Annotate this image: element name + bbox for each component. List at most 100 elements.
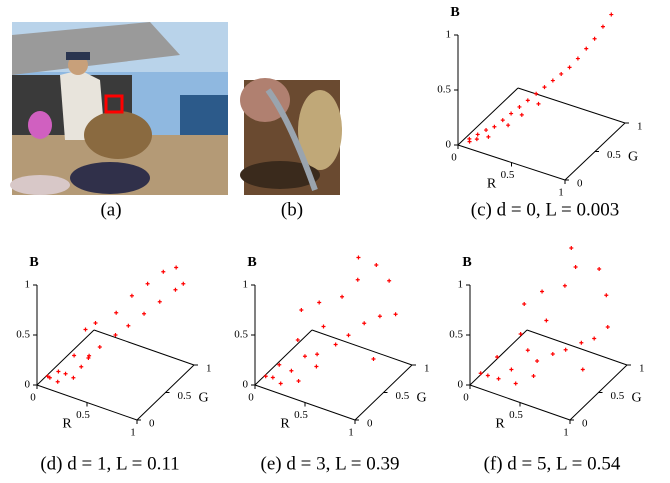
point	[333, 342, 338, 347]
point	[317, 300, 322, 305]
y-axis-label: G	[628, 150, 638, 165]
point	[605, 325, 610, 329]
point	[393, 312, 398, 317]
point	[531, 374, 536, 378]
z-tick-label: 0	[458, 379, 464, 391]
point	[157, 299, 162, 304]
x-axis-label: R	[495, 417, 505, 432]
floor-edge	[517, 87, 626, 124]
x-tick-label: 0	[451, 152, 457, 164]
point	[56, 369, 61, 374]
point	[562, 283, 567, 288]
point	[174, 265, 179, 270]
point	[278, 381, 283, 386]
y-axis-label: G	[631, 391, 641, 406]
point	[314, 364, 319, 369]
point	[277, 362, 282, 367]
point	[263, 374, 268, 379]
point	[540, 289, 545, 294]
point	[542, 85, 547, 90]
point	[340, 294, 345, 299]
point	[142, 311, 147, 316]
point	[126, 323, 131, 328]
y-axis-label: G	[416, 391, 426, 406]
point	[79, 364, 84, 369]
point	[525, 348, 530, 353]
x-tick-label: 1	[563, 427, 569, 439]
z-tick-label: 1	[25, 279, 31, 291]
point	[114, 310, 119, 315]
point	[299, 308, 304, 312]
point	[519, 112, 524, 117]
y-tick-label: 0	[367, 418, 373, 430]
y-tick-label: 0	[149, 418, 155, 430]
point	[161, 269, 166, 274]
point	[600, 24, 605, 29]
point	[536, 101, 541, 106]
point	[495, 355, 500, 359]
point	[302, 354, 307, 359]
point	[550, 78, 555, 83]
x-tick-label: 1	[130, 427, 136, 439]
crop	[240, 78, 342, 195]
point	[478, 371, 483, 376]
x-axis-label: R	[487, 177, 497, 192]
point	[609, 12, 614, 17]
z-tick-label: 0	[446, 139, 452, 151]
y-tick-label: 0.5	[396, 390, 410, 402]
caption: (d) d = 1, L = 0.11	[40, 453, 179, 474]
point	[559, 71, 564, 76]
x-tick-label: 1	[558, 187, 564, 199]
point	[145, 281, 150, 286]
point	[377, 314, 382, 319]
point	[518, 332, 523, 336]
point	[315, 352, 320, 357]
point	[567, 65, 572, 70]
point	[71, 375, 76, 380]
x-tick-label: 0	[30, 392, 36, 404]
y-tick-label: 0.5	[611, 390, 625, 402]
point	[506, 123, 511, 128]
caption: (c) d = 0, L = 0.003	[471, 199, 619, 220]
point	[97, 345, 102, 349]
point	[181, 281, 186, 286]
point	[475, 132, 480, 137]
point	[584, 46, 589, 51]
point	[346, 333, 351, 338]
point	[63, 371, 68, 376]
caption: (b)	[281, 199, 303, 220]
point	[604, 293, 609, 298]
point	[356, 255, 361, 260]
point	[321, 324, 326, 329]
point	[484, 128, 489, 133]
point	[563, 347, 568, 352]
y-tick-label: 0	[582, 418, 588, 430]
point	[580, 367, 585, 372]
point	[467, 139, 472, 144]
point	[72, 353, 77, 358]
z-axis-label: B	[462, 255, 471, 270]
point	[575, 56, 580, 61]
y-tick-label: 1	[637, 121, 643, 133]
point	[362, 321, 367, 326]
point	[113, 333, 118, 337]
x-tick-label: 1	[348, 427, 354, 439]
point	[486, 134, 491, 139]
z-tick-label: 1	[243, 279, 249, 291]
point	[492, 124, 497, 129]
point	[517, 104, 522, 109]
caption: (e) d = 3, L = 0.39	[261, 453, 400, 474]
floor-edge	[457, 87, 519, 146]
point	[295, 338, 300, 342]
z-axis-label: B	[450, 5, 459, 20]
point	[509, 367, 514, 372]
z-tick-label: 0.5	[449, 329, 463, 341]
point	[289, 368, 294, 373]
z-axis-label: B	[247, 255, 256, 270]
point	[86, 356, 91, 360]
x-tick-label: 0.5	[76, 409, 90, 421]
point	[296, 379, 301, 383]
caption: (f) d = 5, L = 0.54	[484, 453, 621, 474]
point	[525, 98, 530, 103]
